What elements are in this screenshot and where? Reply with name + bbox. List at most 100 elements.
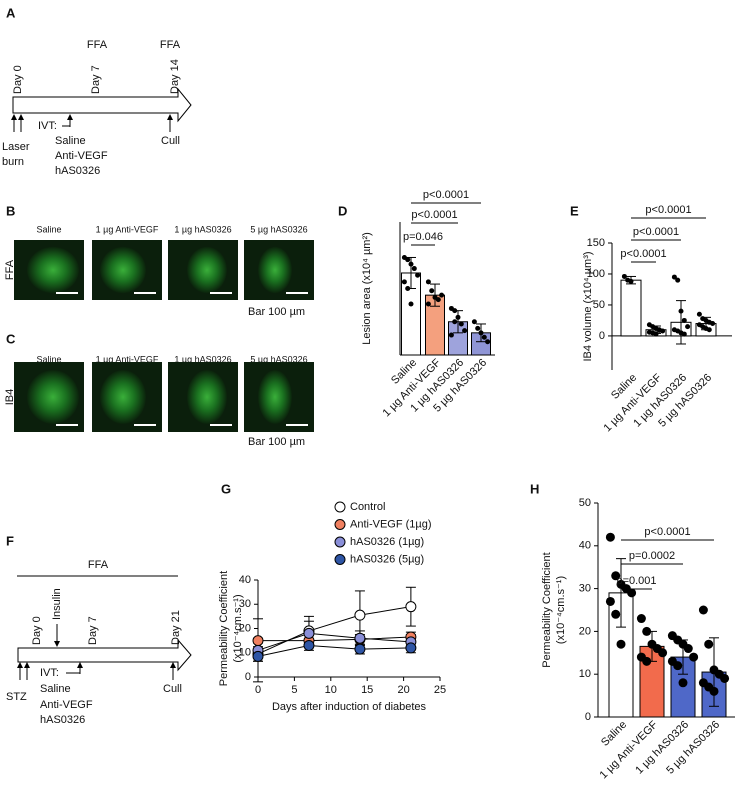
micrograph-signal	[258, 370, 292, 424]
y-tick-label: 0	[599, 330, 605, 342]
series-line	[258, 636, 411, 642]
series-line	[257, 644, 411, 657]
micrograph-signal	[27, 370, 79, 424]
data-point	[458, 321, 464, 327]
data-point	[678, 678, 688, 688]
data-point	[605, 532, 615, 542]
ivt-label: IVT:	[38, 120, 57, 132]
y-tick-label: 100	[587, 268, 605, 280]
panel-a: A FFA FFA Day 0 Day 7 Day 14 Laser burn …	[2, 5, 192, 177]
data-point	[611, 571, 621, 581]
y-tick-label: 0	[585, 711, 591, 723]
marker	[354, 609, 366, 621]
data-point	[627, 588, 637, 598]
data-point	[411, 266, 417, 272]
legend-marker	[334, 554, 346, 565]
data-point	[429, 288, 435, 294]
y-axis-label: Lesion area (x10⁴ µm²)	[361, 232, 373, 345]
panel-f: F FFA Insulin Day 0 Day 7 Day 21 STZ IVT…	[6, 533, 192, 726]
treatment: Anti-VEGF	[40, 699, 93, 711]
data-point	[452, 319, 458, 325]
x-tick-label: 5	[291, 684, 297, 696]
y-tick-label: 40	[579, 540, 591, 552]
data-point	[415, 272, 421, 278]
day-label: Day 0	[31, 616, 43, 645]
marker	[303, 627, 315, 639]
micrograph-signal	[27, 246, 79, 294]
scale-label: Bar 100 µm	[248, 306, 305, 318]
micrograph-signal	[258, 246, 292, 294]
p-value: p<0.0001	[633, 226, 679, 238]
data-point	[642, 626, 652, 636]
data-point	[720, 673, 730, 683]
treatment: hAS0326	[40, 714, 85, 726]
data-point	[621, 273, 627, 279]
data-point	[439, 292, 445, 298]
panel-letter: H	[530, 481, 539, 496]
column-label: 5 µg hAS0326	[250, 354, 307, 364]
legend-label: hAS0326 (5µg)	[350, 553, 424, 565]
timeline-arrow	[12, 87, 192, 123]
y-tick-label: 50	[593, 299, 605, 311]
y-axis-label: Permeability Coefficient	[541, 552, 553, 667]
p-value: p<0.0001	[423, 189, 469, 201]
legend-label: Anti-VEGF (1µg)	[350, 518, 432, 530]
scale-label: Bar 100 µm	[248, 436, 305, 448]
data-point	[636, 614, 646, 624]
legend-marker	[334, 536, 346, 548]
y-tick-label: 50	[579, 497, 591, 509]
data-point	[675, 277, 681, 283]
y-tick-label: 150	[587, 237, 605, 249]
y-tick-label: 0	[245, 671, 251, 683]
panel-letter: C	[6, 331, 16, 346]
x-tick-label: 10	[325, 684, 337, 696]
y-tick-label: 10	[579, 668, 591, 680]
x-tick-label: 25	[434, 684, 446, 696]
panel-letter: A	[6, 5, 16, 20]
marker	[354, 632, 366, 644]
micrograph-signal	[100, 370, 146, 424]
data-point	[671, 274, 677, 280]
data-point	[656, 327, 662, 333]
data-point	[710, 321, 716, 327]
timeline-arrow	[17, 638, 192, 672]
y-axis-label: IB4 volume (x10⁴ µm³)	[582, 251, 594, 361]
data-point	[471, 319, 477, 325]
ivt-label: IVT:	[40, 667, 59, 679]
marker	[405, 601, 417, 613]
data-point	[681, 317, 687, 323]
data-point	[685, 324, 691, 330]
start-label: burn	[2, 156, 24, 168]
data-point	[485, 339, 491, 345]
treatment: Anti-VEGF	[55, 150, 108, 162]
marker	[303, 639, 315, 651]
p-value: p<0.0001	[644, 526, 690, 538]
data-point	[435, 297, 441, 303]
p-value: p=0.046	[403, 231, 443, 243]
start-label: Laser	[2, 141, 30, 153]
column-label: Saline	[36, 354, 61, 364]
marker	[252, 650, 264, 662]
micrograph-signal	[187, 370, 227, 424]
data-point	[642, 656, 652, 666]
panel-letter: F	[6, 533, 14, 548]
data-point	[481, 334, 487, 340]
end-label: Cull	[163, 683, 182, 695]
image-panels: B FFA Bar 100 µm C IB4 Bar 100 µm	[4, 203, 305, 447]
data-point	[475, 325, 481, 331]
day-label: Day 21	[170, 610, 182, 645]
day-label: Day 14	[169, 59, 181, 94]
p-value: p<0.0001	[645, 204, 691, 216]
y-tick-label: 30	[239, 598, 251, 610]
series-line	[257, 606, 411, 655]
x-tick-label: 0	[255, 684, 261, 696]
start-label: STZ	[6, 691, 27, 703]
day-label: Day 7	[90, 65, 102, 94]
legend-label: Control	[350, 501, 385, 513]
data-point	[462, 328, 468, 334]
column-label: 5 µg hAS0326	[250, 224, 307, 234]
y-tick-label: 10	[239, 647, 251, 659]
p-value: p<0.0001	[620, 248, 666, 260]
